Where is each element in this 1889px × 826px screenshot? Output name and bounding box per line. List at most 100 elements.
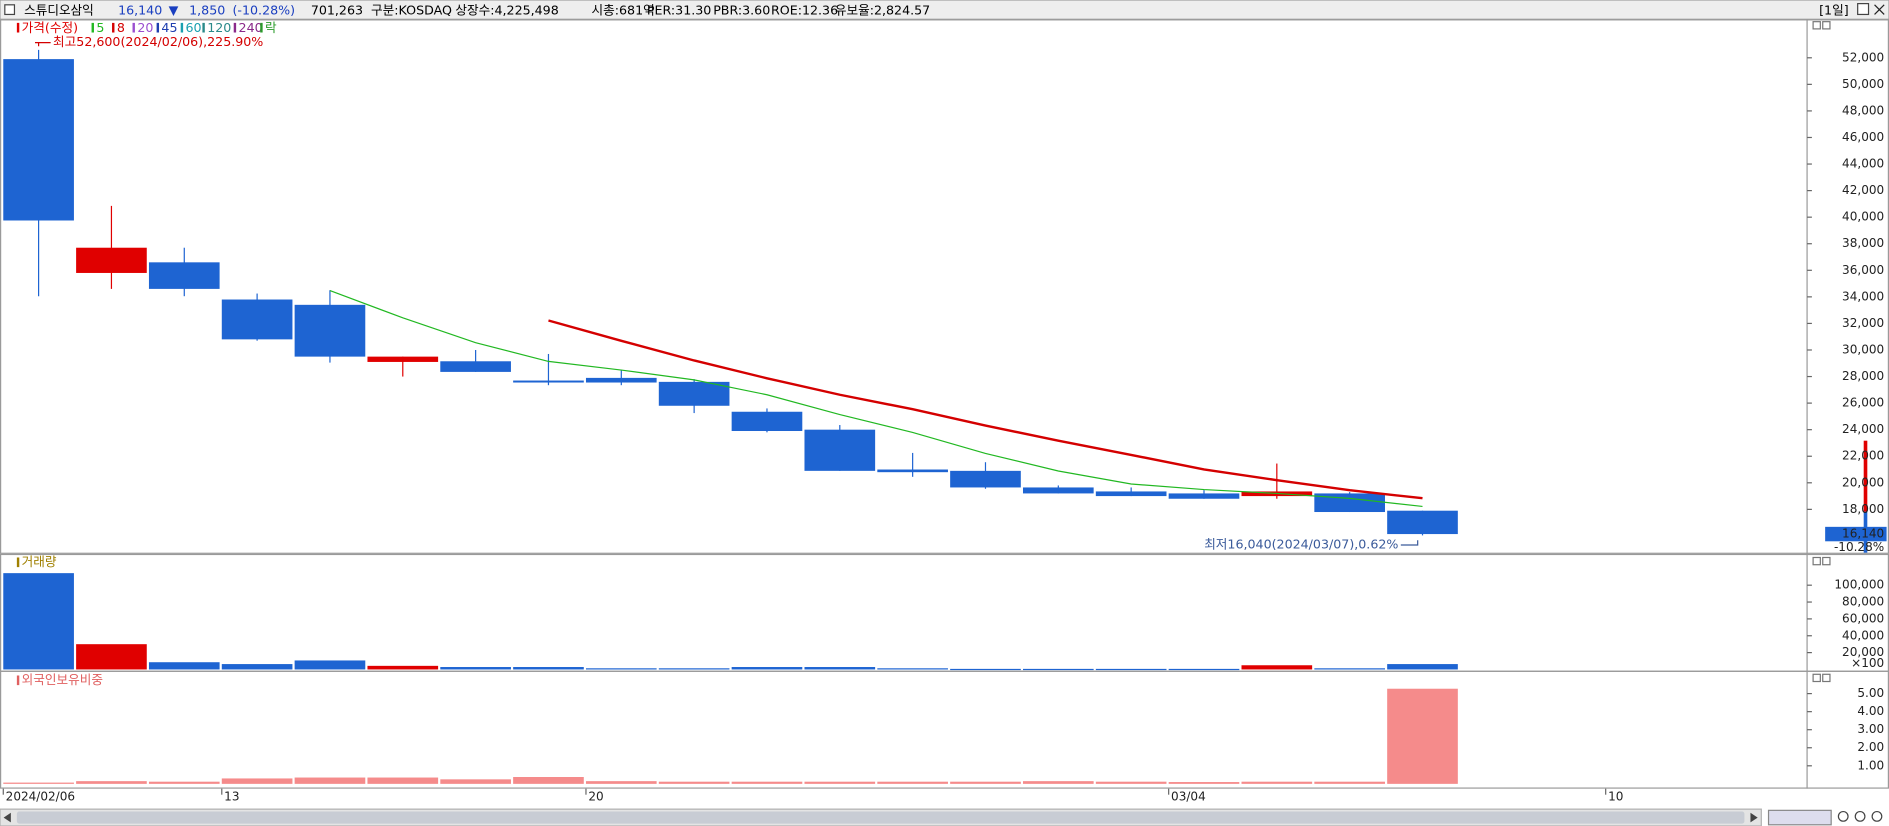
header-field: 701,263 <box>311 2 363 17</box>
candle-body <box>76 247 147 273</box>
y-tick-label: 3.00 <box>1857 722 1884 736</box>
y-tick-label: 38,000 <box>1842 236 1884 250</box>
bar <box>877 781 948 784</box>
x-tick-label: 13 <box>224 790 239 804</box>
x-tick-label: 03/04 <box>1171 790 1206 804</box>
bar <box>1387 688 1458 784</box>
bar <box>367 777 439 784</box>
bar <box>950 668 1021 671</box>
bar <box>877 668 948 670</box>
legend-label: 5 <box>96 20 104 35</box>
change-label: -10.28% <box>1834 540 1884 554</box>
y-tick-label: 20,000 <box>1842 475 1884 489</box>
bar <box>804 667 876 670</box>
y-tick-label: 2.00 <box>1857 740 1884 754</box>
bar <box>148 662 220 670</box>
y-tick-label: 34,000 <box>1842 289 1884 303</box>
bar <box>1095 781 1167 784</box>
annotation: 최저16,040(2024/03/07),0.62% <box>1204 537 1398 552</box>
candle-body <box>148 262 220 289</box>
bar <box>658 668 730 670</box>
y-tick-label: 80,000 <box>1842 595 1884 609</box>
candle-body <box>294 304 366 357</box>
bar <box>1241 781 1313 784</box>
y-tick-label: 46,000 <box>1842 130 1884 144</box>
panel-title: 외국인보유비중 <box>22 672 103 687</box>
candle-body <box>513 380 584 383</box>
bar <box>148 781 220 784</box>
candle-body <box>804 429 876 471</box>
annotation-arrow <box>34 41 51 47</box>
header-checkbox[interactable] <box>4 4 16 16</box>
legend-marker <box>156 22 160 33</box>
y-tick-label: 32,000 <box>1842 316 1884 330</box>
legend-label: 가격(수정) <box>22 20 78 35</box>
bar <box>294 777 366 784</box>
y-tick-label: 28,000 <box>1842 369 1884 383</box>
legend-label: 45 <box>161 20 177 35</box>
header-field: PBR:3.60 <box>713 2 770 17</box>
candle-body <box>585 377 657 383</box>
panel-title-marker <box>16 675 20 686</box>
close-button[interactable] <box>1874 4 1885 15</box>
bar <box>1168 668 1240 671</box>
y-tick-label: 30,000 <box>1842 342 1884 356</box>
candle-body <box>3 59 74 221</box>
bar <box>1314 668 1385 670</box>
bar <box>221 778 293 784</box>
legend-label: 락 <box>265 20 277 35</box>
period-label[interactable]: [1일] <box>1819 2 1849 17</box>
legend-label: 120 <box>207 20 231 35</box>
bar <box>585 781 657 784</box>
panel-title-marker <box>16 557 20 568</box>
y-tick-label: 40,000 <box>1842 210 1884 224</box>
candle-body <box>1022 487 1094 494</box>
legend-label: 60 <box>186 20 202 35</box>
legend-marker <box>91 22 94 33</box>
annotation: 최고52,600(2024/02/06),225.90% <box>53 34 263 49</box>
legend-marker <box>202 22 205 33</box>
legend-marker <box>16 22 20 33</box>
current-price-box <box>1825 526 1887 542</box>
candle-body <box>1314 493 1385 513</box>
y-tick-label: 24,000 <box>1842 422 1884 436</box>
restore-button[interactable] <box>1857 3 1870 16</box>
candle-body <box>877 469 948 473</box>
panel-frames <box>0 19 1889 789</box>
x-tick-label: 20 <box>588 790 603 804</box>
moving-average-line <box>329 290 1423 508</box>
legend-marker <box>112 22 115 33</box>
legend-marker <box>260 22 263 33</box>
candle-body <box>1168 493 1240 499</box>
y-tick-label: 18,000 <box>1842 502 1884 516</box>
candle-body <box>1387 510 1458 535</box>
header-field: 스튜디오삼익 <box>24 2 94 17</box>
x-tick-label: 2024/02/06 <box>6 790 75 804</box>
y-tick-label: 1.00 <box>1857 758 1884 772</box>
header-field: 1,850 <box>189 2 225 17</box>
bar <box>367 665 439 670</box>
bar <box>1241 665 1313 670</box>
header-field: 유보율:2,824.57 <box>835 2 930 17</box>
candle-body <box>221 299 293 340</box>
legend-label: 20 <box>137 20 153 35</box>
candle-body <box>658 381 730 406</box>
candle-body <box>367 356 439 362</box>
scrollbar[interactable] <box>0 808 1883 826</box>
range-indicator-up <box>1863 440 1868 512</box>
panel-buttons[interactable] <box>1812 21 1831 683</box>
legend-marker <box>233 22 237 33</box>
header-field: (-10.28%) <box>233 2 296 17</box>
moving-average-line <box>548 319 1423 500</box>
bar <box>221 664 293 670</box>
y-tick-label: 26,000 <box>1842 396 1884 410</box>
candle-body <box>950 470 1021 488</box>
bar <box>1168 782 1240 784</box>
bar <box>1022 781 1094 784</box>
header-field: 구분:KOSDAQ <box>371 2 452 17</box>
current-price-label: 16,140 <box>1842 527 1884 541</box>
y-tick-label: 42,000 <box>1842 183 1884 197</box>
